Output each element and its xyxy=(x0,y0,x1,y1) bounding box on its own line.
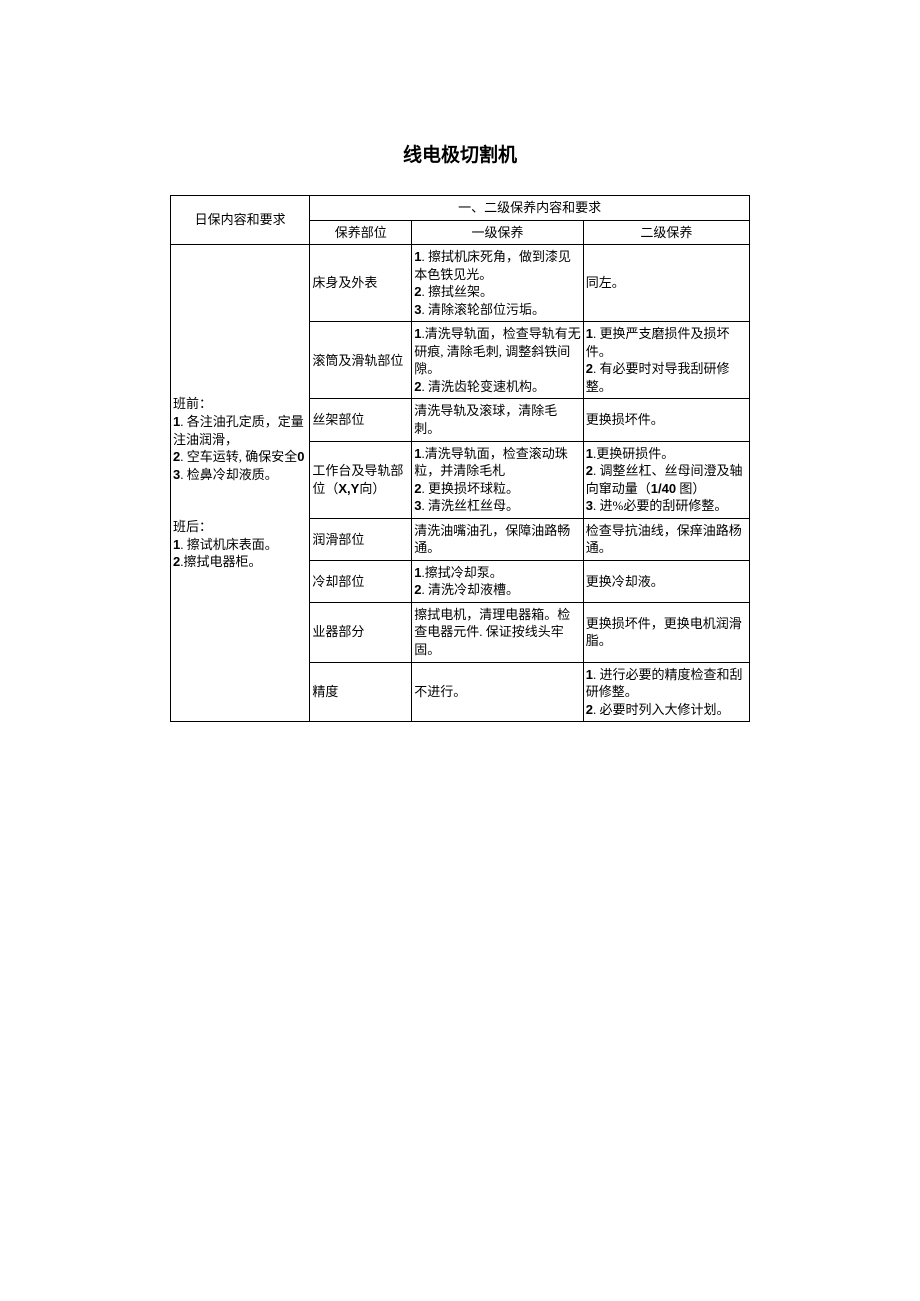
document-title: 线电极切割机 xyxy=(0,140,920,167)
level2-cell: 更换损坏件，更换电机润滑脂。 xyxy=(583,602,749,662)
part-cell: 精度 xyxy=(310,662,412,722)
level2-cell: 1. 进行必要的精度检查和刮研修整。2. 必要时列入大修计划。 xyxy=(583,662,749,722)
level1-cell: 1.清洗导轨面，检查导轨有无研痕, 清除毛刺, 调整斜铁间隙。2. 清洗齿轮变速… xyxy=(412,322,584,399)
table-header-row: 日保内容和要求 一、二级保养内容和要求 xyxy=(171,196,750,221)
part-cell: 工作台及导轨部位（X,Y向） xyxy=(310,441,412,518)
level1-cell: 擦拭电机，清理电器箱。检查电器元件. 保证按线头牢固。 xyxy=(412,602,584,662)
level2-cell: 更换损坏件。 xyxy=(583,399,749,441)
level1-cell: 1.擦拭冷却泵。2. 清洗冷却液槽。 xyxy=(412,560,584,602)
level2-cell: 检查导抗油线，保痒油路杨通。 xyxy=(583,518,749,560)
level1-cell: 1. 擦拭机床死角，做到漆见本色铁见光。2. 擦拭丝架。3. 清除滚轮部位污垢。 xyxy=(412,245,584,322)
header-level2: 二级保养 xyxy=(583,220,749,245)
header-group: 一、二级保养内容和要求 xyxy=(310,196,750,221)
level2-cell: 1.更换研损件。2. 调整丝杠、丝母间澄及轴向窜动量（1/40 图）3. 进%必… xyxy=(583,441,749,518)
level1-cell: 1.清洗导轨面，检查滚动珠粒，并清除毛札2. 更换损坏球粒。3. 清洗丝杠丝母。 xyxy=(412,441,584,518)
part-cell: 业器部分 xyxy=(310,602,412,662)
level1-cell: 清洗导轨及滚球，清除毛刺。 xyxy=(412,399,584,441)
part-cell: 丝架部位 xyxy=(310,399,412,441)
level2-cell: 更换冷却液。 xyxy=(583,560,749,602)
header-daily: 日保内容和要求 xyxy=(171,196,310,245)
daily-content-cell: 班前：1. 各注油孔定质，定量注油润滑，2. 空车运转, 确保安全03. 检鼻冷… xyxy=(171,245,310,722)
header-part: 保养部位 xyxy=(310,220,412,245)
level1-cell: 清洗油嘴油孔，保障油路畅通。 xyxy=(412,518,584,560)
part-cell: 润滑部位 xyxy=(310,518,412,560)
part-cell: 滚筒及滑轨部位 xyxy=(310,322,412,399)
maintenance-table: 日保内容和要求 一、二级保养内容和要求 保养部位 一级保养 二级保养 班前：1.… xyxy=(170,195,750,722)
document-page: 线电极切割机 日保内容和要求 一、二级保养内容和要求 保养部位 一级保养 二级保… xyxy=(0,0,920,722)
part-cell: 冷却部位 xyxy=(310,560,412,602)
table-row: 班前：1. 各注油孔定质，定量注油润滑，2. 空车运转, 确保安全03. 检鼻冷… xyxy=(171,245,750,322)
part-cell: 床身及外表 xyxy=(310,245,412,322)
level1-cell: 不进行。 xyxy=(412,662,584,722)
header-level1: 一级保养 xyxy=(412,220,584,245)
level2-cell: 同左。 xyxy=(583,245,749,322)
level2-cell: 1. 更换严支磨损件及损坏件。2. 有必要时对导我刮研修整。 xyxy=(583,322,749,399)
